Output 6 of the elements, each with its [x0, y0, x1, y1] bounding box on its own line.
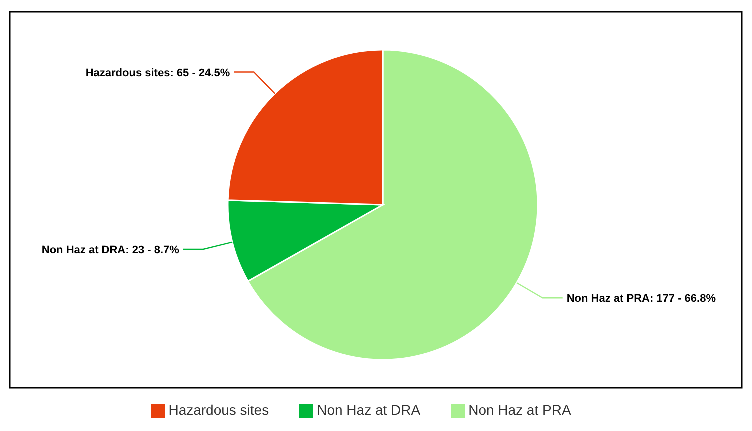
data-label: Non Haz at PRA: 177 - 66.8%: [566, 293, 716, 306]
legend-label: Non Haz at DRA: [317, 402, 421, 418]
legend-label: Hazardous sites: [168, 402, 270, 418]
data-label: Hazardous sites: 65 - 24.5%: [86, 67, 230, 80]
legend-label: Non Haz at PRA: [468, 402, 572, 418]
data-label: Non Haz at DRA: 23 - 8.7%: [42, 244, 180, 257]
